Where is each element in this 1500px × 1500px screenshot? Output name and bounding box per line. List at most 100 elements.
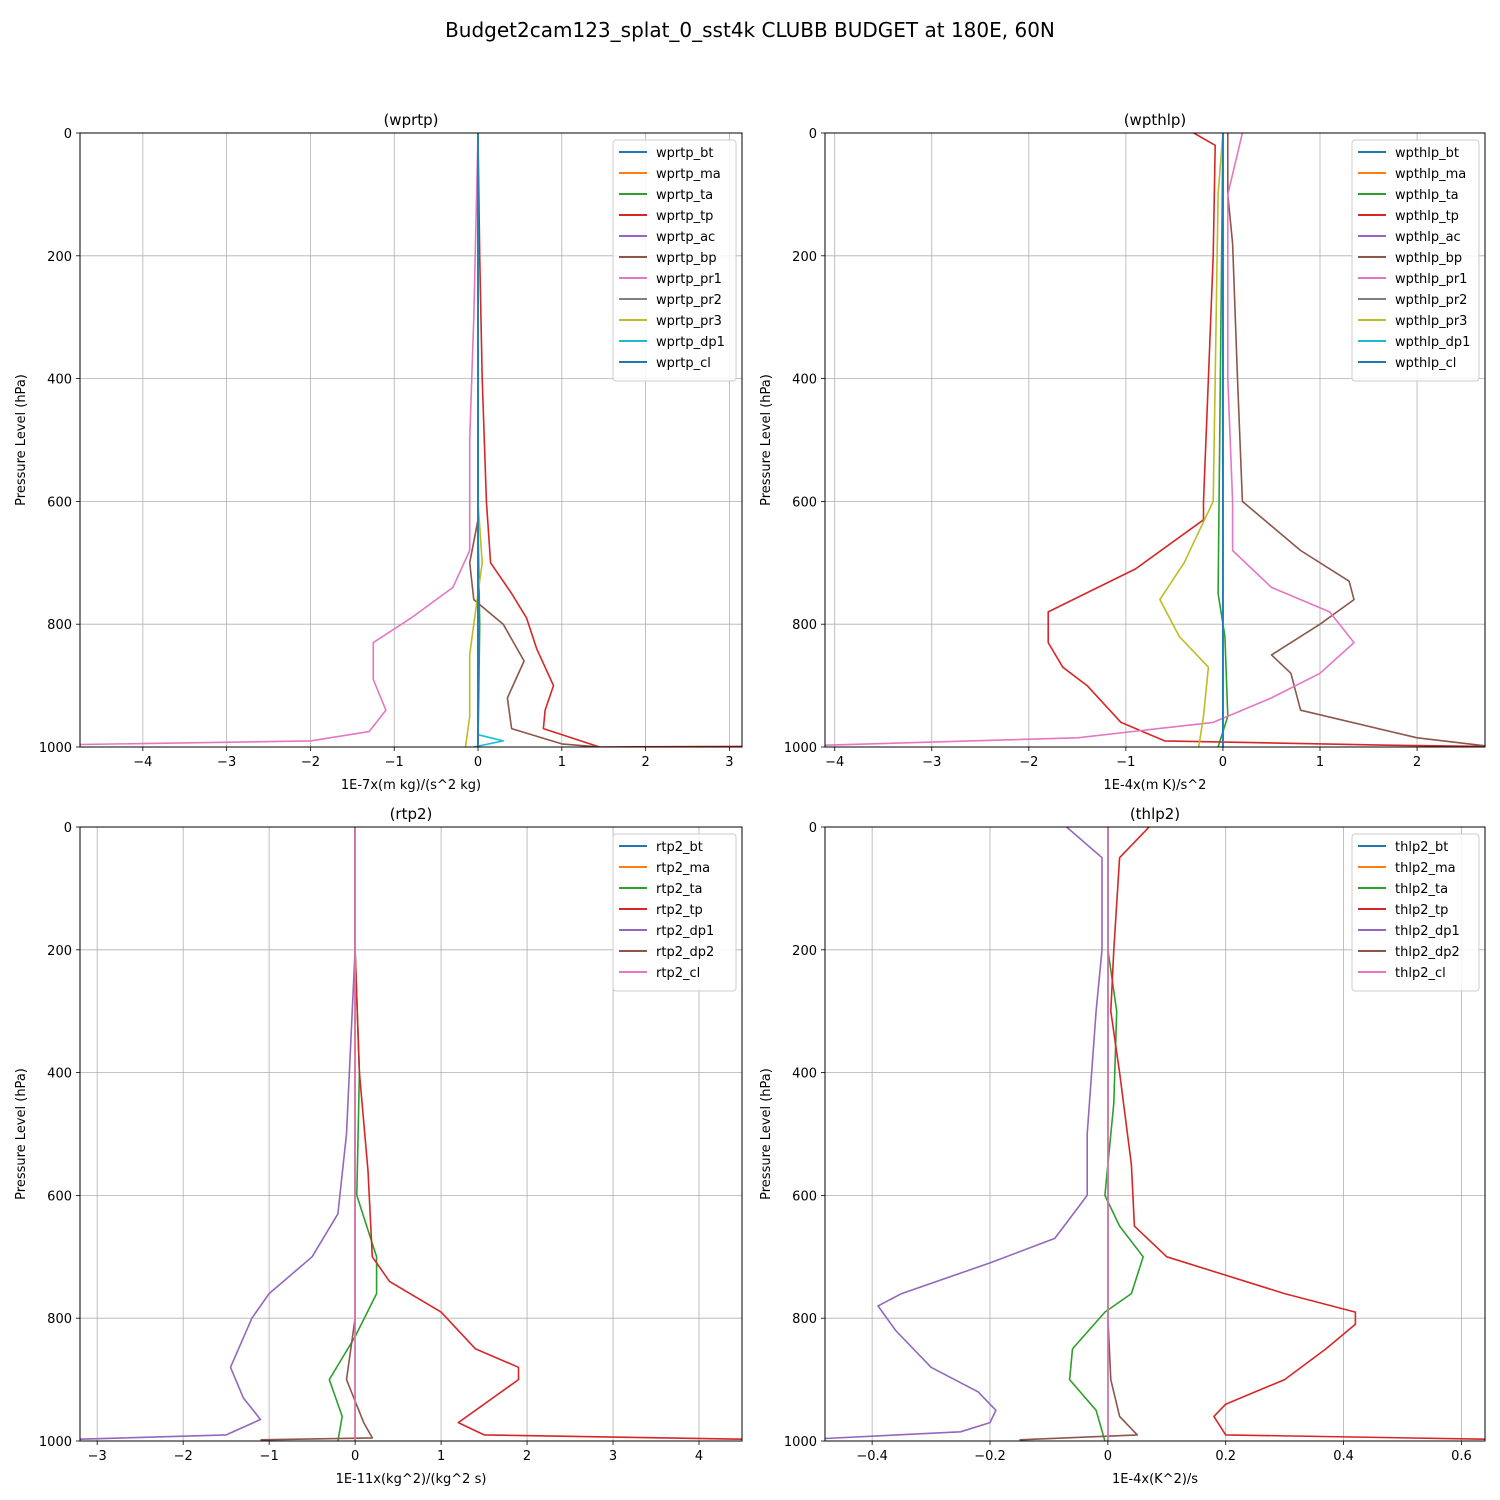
series-group: [825, 827, 1485, 1441]
x-tick-label: 0: [351, 1449, 359, 1464]
x-tick-label: 1: [437, 1449, 445, 1464]
x-tick-label: 0.6: [1451, 1449, 1472, 1464]
x-tick-label: 2: [641, 755, 649, 770]
y-tick-label: 600: [792, 495, 817, 510]
x-tick-label: −0.2: [974, 1449, 1006, 1464]
legend-entry: wprtp_pr2: [656, 293, 722, 308]
legend-entry: wpthlp_ma: [1395, 167, 1466, 182]
y-tick-label: 0: [809, 821, 817, 836]
x-tick-label: 2: [1413, 755, 1421, 770]
x-tick-label: 0: [1219, 755, 1227, 770]
panel-1: −4 −3 −2 −1 0 1 2 3 0 200 400 600 800 1000 (wprtp) 1E-7…: [14, 111, 743, 793]
y-tick-label: 800: [47, 618, 72, 633]
legend-entry: rtp2_dp1: [656, 924, 714, 939]
y-tick-label: 1000: [39, 1435, 72, 1450]
x-tick-label: 4: [695, 1449, 703, 1464]
panel-2: −4 −3 −2 −1 0 1 2 0 200 400 600 800 1000 (wpthlp) 1E-4…: [759, 111, 1486, 793]
x-tick-label: 0.2: [1215, 1449, 1236, 1464]
legend-entry: thlp2_ta: [1395, 882, 1448, 897]
x-tick-label: 1: [1316, 755, 1324, 770]
y-axis-label: Pressure Level (hPa): [14, 1068, 29, 1200]
x-tick-label: −2: [174, 1449, 193, 1464]
y-tick-label: 600: [47, 495, 72, 510]
legend-entry: thlp2_ma: [1395, 861, 1456, 876]
y-tick-label: 600: [792, 1189, 817, 1204]
legend-entry: wprtp_pr1: [656, 272, 722, 287]
x-tick-label: −3: [922, 755, 941, 770]
legend-entry: wpthlp_ta: [1395, 188, 1459, 203]
panel-title: (wpthlp): [1124, 111, 1187, 129]
series-group: [825, 133, 1485, 747]
legend-entry: wprtp_ac: [656, 230, 715, 245]
y-tick-label: 400: [47, 373, 72, 388]
x-tick-label: 3: [609, 1449, 617, 1464]
series-line-wpthlp_pr1: [825, 133, 1355, 746]
x-tick-label: −3: [217, 755, 236, 770]
legend-entry: wprtp_cl: [656, 356, 711, 371]
y-axis-label: Pressure Level (hPa): [759, 374, 774, 506]
y-tick-label: 800: [792, 618, 817, 633]
y-tick-label: 600: [47, 1189, 72, 1204]
y-tick-label: 400: [47, 1067, 72, 1082]
x-tick-label: −2: [301, 755, 320, 770]
legend-entry: wprtp_pr3: [656, 314, 722, 329]
legend-entry: rtp2_dp2: [656, 945, 714, 960]
legend-entry: thlp2_dp2: [1395, 945, 1460, 960]
y-axis-label: Pressure Level (hPa): [759, 1068, 774, 1200]
legend-entry: rtp2_bt: [656, 840, 703, 855]
panel-title: (wprtp): [383, 111, 438, 129]
legend-entry: wprtp_bt: [656, 146, 713, 161]
x-tick-label: 3: [725, 755, 733, 770]
legend-entry: wprtp_dp1: [656, 335, 725, 350]
legend-entry: wpthlp_pr3: [1395, 314, 1467, 329]
x-axis-label: 1E-4x(m K)/s^2: [1104, 778, 1207, 793]
series-line-wprtp_tp: [477, 133, 742, 747]
panel-title: (thlp2): [1130, 805, 1180, 823]
x-axis-label: 1E-4x(K^2)/s: [1112, 1472, 1198, 1487]
x-tick-label: −4: [825, 755, 844, 770]
x-tick-label: 0: [474, 755, 482, 770]
series-line-wpthlp_ta: [1217, 133, 1229, 747]
y-axis-label: Pressure Level (hPa): [14, 374, 29, 506]
x-tick-label: −1: [260, 1449, 279, 1464]
y-tick-label: 800: [792, 1312, 817, 1327]
y-tick-label: 400: [792, 373, 817, 388]
legend-entry: wpthlp_pr2: [1395, 293, 1467, 308]
legend: rtp2_bt rtp2_ma rtp2_ta rtp2_tp rtp2_dp1 rtp2…: [612, 833, 737, 992]
legend-entry: rtp2_tp: [656, 903, 703, 918]
legend-entry: wpthlp_pr1: [1395, 272, 1467, 287]
legend-entry: wpthlp_ac: [1395, 230, 1461, 245]
axes-frame: [79, 826, 743, 1442]
legend-entry: rtp2_cl: [656, 966, 700, 981]
x-tick-label: −0.4: [856, 1449, 888, 1464]
legend-entry: wprtp_tp: [656, 209, 713, 224]
legend-entry: rtp2_ma: [656, 861, 710, 876]
y-tick-label: 400: [792, 1067, 817, 1082]
legend-entry: rtp2_ta: [656, 882, 703, 897]
legend-entry: thlp2_dp1: [1395, 924, 1460, 939]
legend-entry: wpthlp_tp: [1395, 209, 1459, 224]
x-tick-label: 2: [523, 1449, 531, 1464]
x-tick-label: −1: [385, 755, 404, 770]
legend-entry: wpthlp_bt: [1395, 146, 1459, 161]
legend: wpthlp_bt wpthlp_ma wpthlp_ta wpthlp_tpwpth…: [1351, 139, 1480, 382]
legend: wprtp_bt wprtp_ma wprtp_ta wprtp_tp wprtp_ac…: [612, 139, 737, 382]
legend-entry: thlp2_bt: [1395, 840, 1448, 855]
series-line-wpthlp_pr3: [1159, 133, 1224, 747]
series-line-thlp2_tp: [1110, 827, 1485, 1440]
panel-4: −0.4 −0.2 0 0.2 0.4 0.6 0 200 400 600 800 1000 (thlp…: [759, 805, 1486, 1487]
legend-entry: wpthlp_dp1: [1395, 335, 1470, 350]
series-line-wpthlp_tp: [1047, 133, 1485, 747]
y-tick-label: 200: [792, 250, 817, 265]
panel-title: (rtp2): [390, 805, 433, 823]
x-tick-label: 0: [1104, 1449, 1112, 1464]
legend-entry: wpthlp_cl: [1395, 356, 1456, 371]
legend-entry: wpthlp_bp: [1395, 251, 1462, 266]
series-line-rtp2_tp: [354, 827, 742, 1440]
y-tick-label: 0: [64, 821, 72, 836]
x-tick-label: −2: [1019, 755, 1038, 770]
series-line-wpthlp_bp: [1227, 133, 1485, 747]
series-line-thlp2_dp1: [825, 827, 1103, 1440]
